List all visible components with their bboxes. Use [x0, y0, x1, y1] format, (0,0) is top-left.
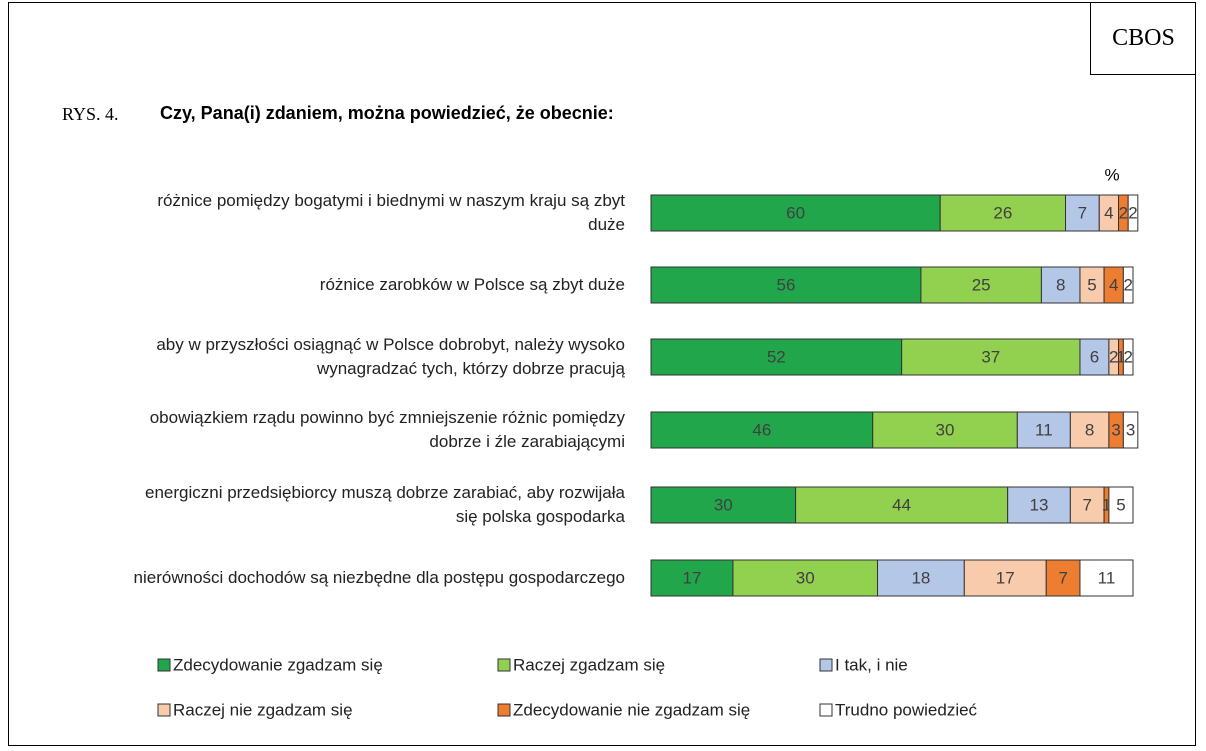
- figure-label: RYS. 4.: [62, 104, 119, 124]
- bar-segment: [1069, 486, 1105, 524]
- bar-segment: [1016, 411, 1071, 449]
- data-label: 30: [714, 495, 733, 514]
- legend-swatch: [157, 703, 171, 717]
- data-label: 37: [981, 347, 1000, 366]
- data-label: 30: [936, 420, 955, 439]
- data-label: 17: [683, 568, 702, 587]
- data-label: 17: [996, 568, 1015, 587]
- frame: [8, 2, 1196, 746]
- data-label: 44: [892, 495, 911, 514]
- bar-segment: [795, 486, 1009, 524]
- source-label: CBOS: [1090, 2, 1196, 75]
- legend-swatch: [497, 658, 511, 672]
- data-label: 7: [1082, 495, 1091, 514]
- bar-segment: [1065, 194, 1100, 232]
- data-label: 46: [752, 420, 771, 439]
- legend-label: Trudno powiedzieć: [835, 700, 978, 719]
- legend-swatch: [819, 658, 833, 672]
- bar-segment: [963, 559, 1047, 597]
- data-label: 2: [1119, 203, 1128, 222]
- data-label: 52: [767, 347, 786, 366]
- unit-label: %: [1104, 165, 1119, 184]
- bar-segment: [1079, 266, 1105, 304]
- legend-swatch: [157, 658, 171, 672]
- legend-label: Zdecydowanie nie zgadzam się: [513, 700, 750, 719]
- bar-segment: [650, 411, 874, 449]
- bar-segment: [732, 559, 879, 597]
- category-label: energiczni przedsiębiorcy muszą dobrze z…: [144, 483, 625, 526]
- legend-label: Zdecydowanie zgadzam się: [173, 655, 383, 674]
- bar-segment: [1007, 486, 1071, 524]
- data-label: 2: [1128, 203, 1137, 222]
- bar-segment: [1069, 411, 1110, 449]
- data-label: 4: [1104, 203, 1113, 222]
- data-label: 2: [1123, 275, 1132, 294]
- bar-segment: [650, 486, 797, 524]
- bar-segment: [1122, 266, 1134, 304]
- legend-swatch: [819, 703, 833, 717]
- data-label: 1: [1116, 347, 1125, 366]
- category-label: aby w przyszłości osiągnąć w Polsce dobr…: [156, 335, 625, 378]
- data-label: 13: [1030, 495, 1049, 514]
- bar-segment: [650, 266, 922, 304]
- bar-segment: [1079, 559, 1134, 597]
- data-label: 11: [1035, 420, 1053, 439]
- data-label: 8: [1056, 275, 1065, 294]
- category-label: różnice zarobków w Polsce są zbyt duże: [319, 275, 625, 294]
- legend-label: Raczej nie zgadzam się: [173, 700, 353, 719]
- data-label: 26: [993, 203, 1012, 222]
- legend-label: Raczej zgadzam się: [513, 655, 665, 674]
- data-label: 5: [1116, 495, 1125, 514]
- legend-label: I tak, i nie: [835, 655, 908, 674]
- data-label: 8: [1085, 420, 1094, 439]
- legend-swatch: [497, 703, 511, 717]
- data-label: 11: [1098, 568, 1116, 587]
- data-label: 2: [1109, 347, 1118, 366]
- category-label: różnice pomiędzy bogatymi i biednymi w n…: [157, 191, 625, 234]
- data-label: 7: [1078, 203, 1087, 222]
- bar-segment: [939, 194, 1067, 232]
- data-label: 60: [786, 203, 805, 222]
- data-label: 6: [1090, 347, 1099, 366]
- data-label: 30: [796, 568, 815, 587]
- bar-segment: [920, 266, 1042, 304]
- data-label: 2: [1123, 347, 1132, 366]
- data-label: 1: [1102, 495, 1111, 514]
- bar-segment: [1079, 338, 1110, 376]
- bar-segment: [877, 559, 965, 597]
- bar-segment: [1122, 411, 1139, 449]
- category-label: nierówności dochodów są niezbędne dla po…: [133, 568, 625, 587]
- bar-segment: [650, 559, 734, 597]
- data-label: 56: [776, 275, 795, 294]
- category-label: obowiązkiem rządu powinno być zmniejszen…: [149, 408, 625, 451]
- data-label: 3: [1111, 420, 1120, 439]
- bar-segment: [1122, 338, 1134, 376]
- bar-segment: [1127, 194, 1139, 232]
- data-label: 4: [1109, 275, 1118, 294]
- bar-segment: [1108, 486, 1134, 524]
- data-label: 7: [1058, 568, 1067, 587]
- bar-segment: [1045, 559, 1081, 597]
- data-label: 25: [972, 275, 991, 294]
- chart-title: Czy, Pana(i) zdaniem, można powiedzieć, …: [160, 103, 614, 123]
- data-label: 5: [1087, 275, 1096, 294]
- data-label: 3: [1126, 420, 1135, 439]
- data-label: 18: [911, 568, 930, 587]
- bar-segment: [872, 411, 1018, 449]
